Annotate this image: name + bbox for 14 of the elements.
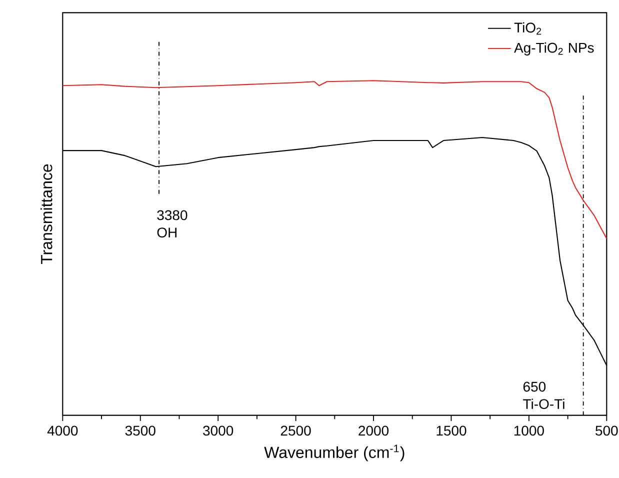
x-tick-label: 1500 [436, 426, 466, 436]
x-axis-title: Wavenumber (cm$^{-1}$) [264, 444, 404, 462]
x-tick-label: 500 [596, 426, 618, 436]
x-tick-label: 4000 [47, 426, 78, 436]
x-tick-label: 2000 [358, 426, 389, 436]
legend-label: Ag-TiO$_{2}$ NPs [514, 42, 594, 56]
x-tick-label: 3000 [203, 426, 234, 436]
y-axis-title: Transmittance [40, 164, 52, 264]
x-tick-label: 3500 [125, 426, 156, 436]
x-tick-label: 2500 [280, 426, 311, 436]
ref-line-label: 3380 OH [157, 210, 188, 238]
legend-label: TiO$_{2}$ [514, 22, 541, 35]
x-tick-label: 1000 [514, 426, 544, 436]
ref-line-label: 650 Ti-O-Ti [523, 382, 564, 410]
